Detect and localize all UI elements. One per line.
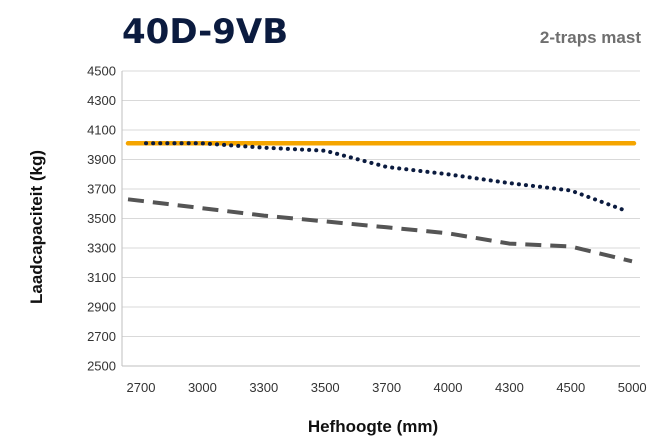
y-tick-label: 2900 <box>87 300 116 315</box>
y-tick-label: 4100 <box>87 123 116 138</box>
x-axis-title: Hefhoogte (mm) <box>308 417 438 436</box>
chart-subtitle: 2-traps mast <box>540 28 641 47</box>
y-axis-ticks: 4500 4300 4100 3900 3700 3500 3300 3100 2900 2700… <box>87 64 116 374</box>
series-lines <box>125 141 637 264</box>
x-tick-label: 3300 <box>249 380 278 395</box>
x-tick-label: 2700 <box>127 380 156 395</box>
y-tick-label: 2500 <box>87 359 116 374</box>
y-tick-label: 3500 <box>87 211 116 226</box>
series-line-dotted <box>144 141 625 212</box>
y-tick-label: 3100 <box>87 270 116 285</box>
x-axis-ticks: 2700 3000 3300 3500 3700 4000 4300 4500 5000 <box>127 380 647 395</box>
x-tick-label: 4500 <box>556 380 585 395</box>
y-tick-label: 3300 <box>87 241 116 256</box>
x-tick-label: 3000 <box>188 380 217 395</box>
x-tick-label: 4300 <box>495 380 524 395</box>
y-tick-label: 4300 <box>87 93 116 108</box>
y-tick-label: 3900 <box>87 152 116 167</box>
y-tick-label: 2700 <box>87 329 116 344</box>
chart-title: 40D-9VB <box>122 12 288 52</box>
y-tick-label: 4500 <box>87 64 116 79</box>
grid <box>121 70 640 367</box>
x-tick-label: 3700 <box>372 380 401 395</box>
x-tick-label: 4000 <box>434 380 463 395</box>
x-tick-label: 3500 <box>311 380 340 395</box>
series-line-dashed <box>127 197 633 264</box>
y-axis-title: Laadcapaciteit (kg) <box>27 150 46 304</box>
y-tick-label: 3700 <box>87 182 116 197</box>
x-tick-label: 5000 <box>618 380 647 395</box>
